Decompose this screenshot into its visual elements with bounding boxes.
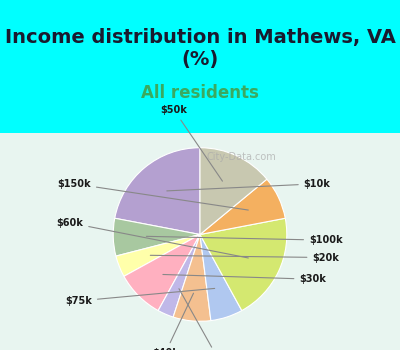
Text: $30k: $30k	[163, 274, 326, 284]
Text: $100k: $100k	[146, 235, 343, 245]
Text: $200k: $200k	[179, 289, 234, 350]
Wedge shape	[200, 179, 285, 235]
Text: $75k: $75k	[65, 288, 215, 306]
Text: $150k: $150k	[57, 179, 248, 210]
Wedge shape	[124, 234, 200, 310]
Wedge shape	[200, 234, 242, 321]
Wedge shape	[113, 218, 200, 256]
Text: Income distribution in Mathews, VA
(%): Income distribution in Mathews, VA (%)	[4, 28, 396, 69]
Text: $20k: $20k	[150, 253, 339, 262]
Text: $40k: $40k	[152, 293, 194, 350]
Text: All residents: All residents	[141, 84, 259, 102]
Wedge shape	[158, 234, 200, 317]
Text: $60k: $60k	[56, 218, 248, 258]
Wedge shape	[200, 218, 287, 310]
Wedge shape	[116, 234, 200, 276]
Wedge shape	[200, 148, 267, 234]
Wedge shape	[173, 234, 211, 321]
Text: $10k: $10k	[167, 179, 331, 191]
Text: $50k: $50k	[160, 105, 222, 181]
Wedge shape	[115, 148, 200, 234]
Text: City-Data.com: City-Data.com	[206, 152, 276, 162]
